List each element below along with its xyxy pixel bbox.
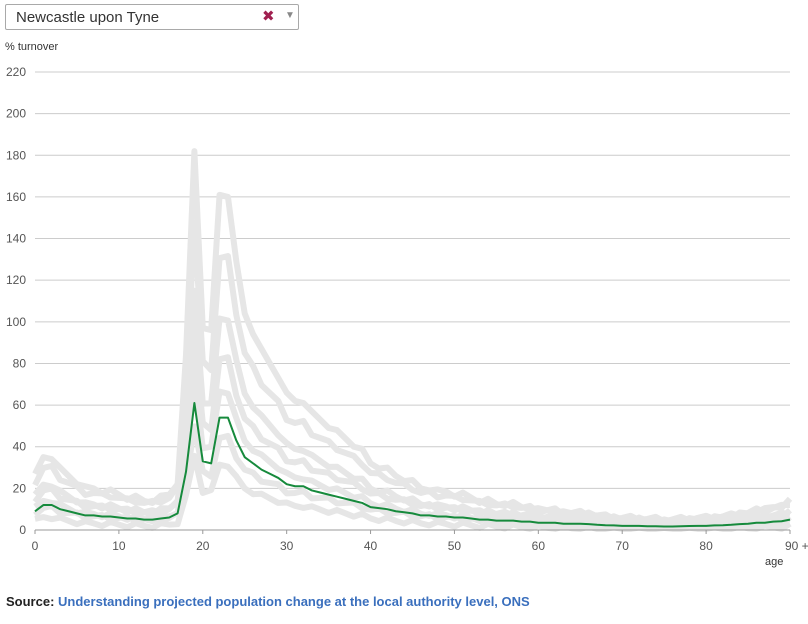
highlighted-area-series: [34, 402, 791, 528]
y-tick-label: 180: [6, 148, 26, 162]
x-tick-label: 50: [448, 539, 462, 553]
x-tick-label: 40: [364, 539, 378, 553]
y-tick-label: 60: [13, 398, 27, 412]
y-axis-label: % turnover: [5, 41, 59, 53]
highlighted-series-line: [34, 402, 791, 528]
dropdown-arrow-icon[interactable]: ▼: [285, 10, 295, 21]
x-tick-label: 70: [616, 539, 630, 553]
area-select-value: Newcastle upon Tyne: [16, 9, 160, 26]
y-tick-labels: 0 20 40 60 80 100 120 140 160 180 200 220: [6, 65, 26, 537]
y-tick-label: 140: [6, 232, 26, 246]
gridlines: [35, 71, 790, 531]
x-tick-label: 30: [280, 539, 294, 553]
y-tick-label: 0: [19, 523, 26, 537]
other-areas-lines: [32, 148, 793, 532]
x-tick-label: 20: [196, 539, 210, 553]
y-tick-label: 100: [6, 315, 26, 329]
other-area-line: [32, 148, 793, 526]
turnover-chart: % turnover 02040608010012014016018020022…: [5, 41, 808, 568]
clear-selection-icon[interactable]: ✖: [262, 8, 275, 25]
source-label: Source:: [6, 594, 55, 609]
source-note: Source: Understanding projected populati…: [6, 594, 530, 609]
y-tick-label: 200: [6, 107, 26, 121]
y-tick-label: 160: [6, 190, 26, 204]
area-select[interactable]: Newcastle upon Tyne ✖ ▼: [5, 4, 299, 30]
source-link[interactable]: Understanding projected population chang…: [58, 594, 530, 609]
y-tick-label: 80: [13, 356, 27, 370]
x-tick-label: 90 +: [785, 539, 808, 553]
y-tick-label: 40: [13, 440, 27, 454]
x-axis: 0 10 20 30 40 50 60 70 80 90 +: [32, 529, 808, 553]
y-tick-label: 120: [6, 273, 26, 287]
y-tick-label: 220: [6, 65, 26, 79]
x-axis-label: age: [765, 556, 783, 568]
x-tick-label: 80: [699, 539, 713, 553]
y-tick-label: 20: [13, 481, 27, 495]
x-tick-label: 0: [32, 539, 39, 553]
x-tick-label: 10: [112, 539, 126, 553]
other-area-line: [32, 220, 791, 525]
x-tick-label: 60: [532, 539, 546, 553]
